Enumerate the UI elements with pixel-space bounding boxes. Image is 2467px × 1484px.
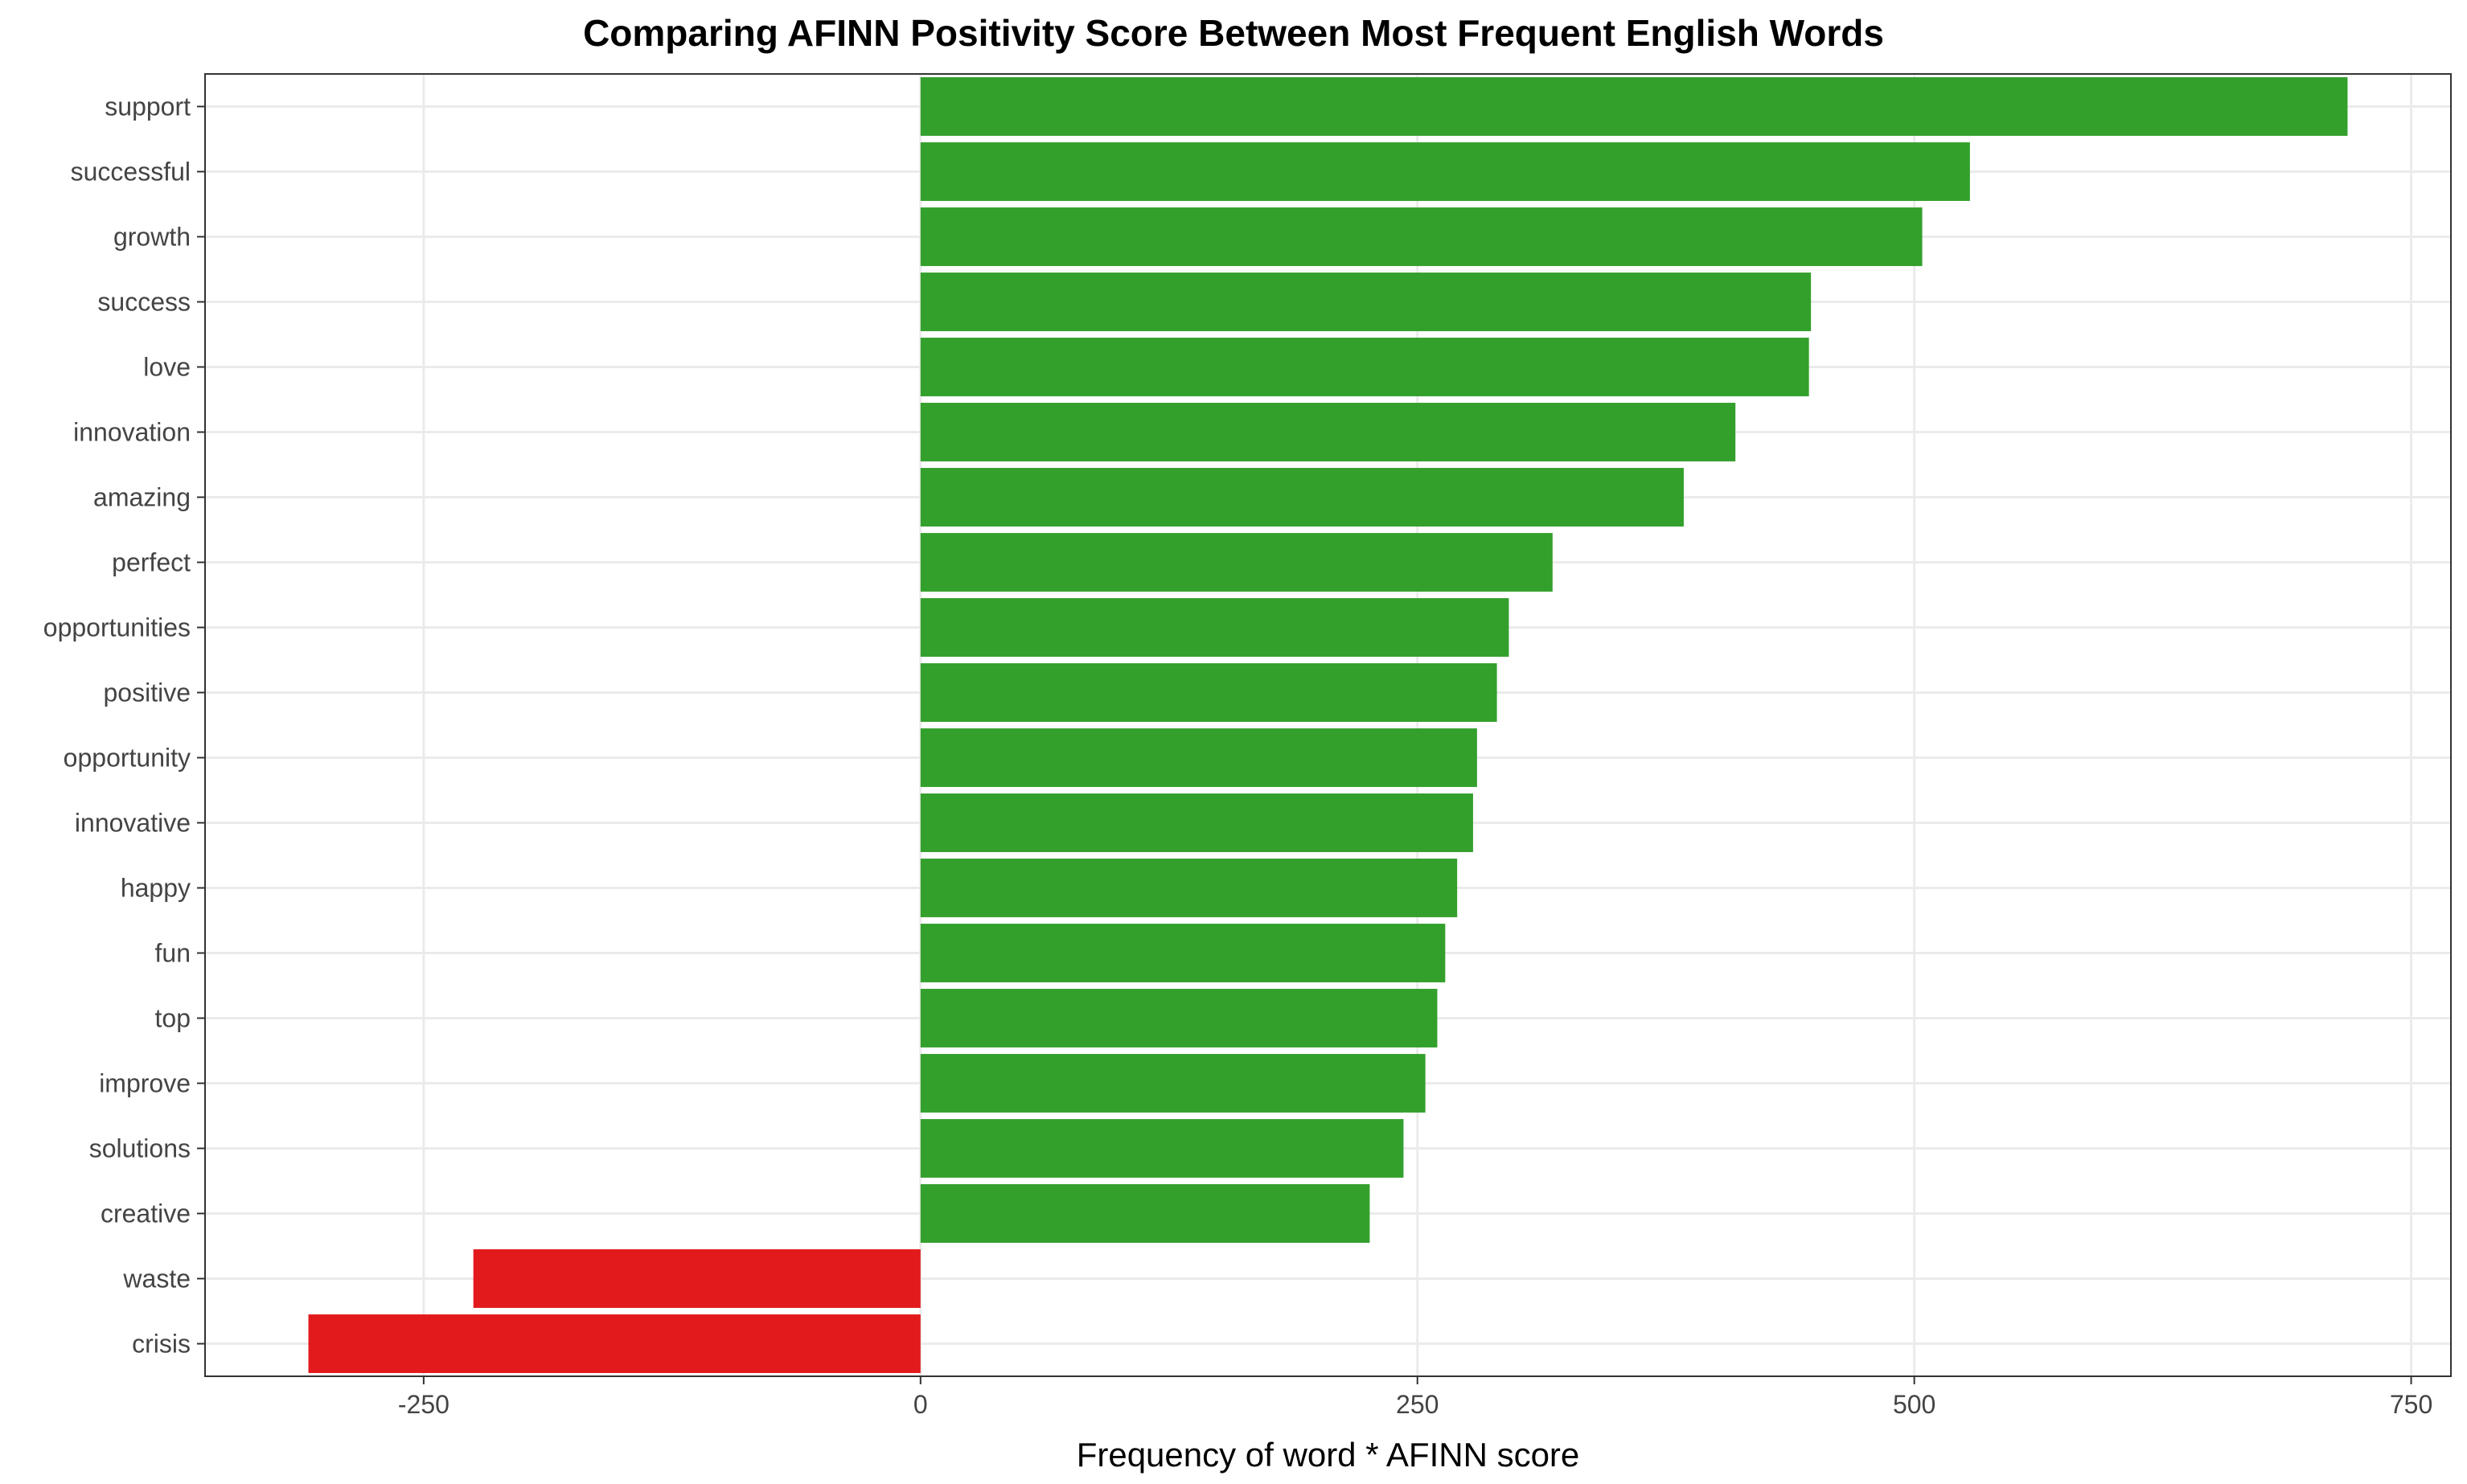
bar-improve (920, 1054, 1426, 1113)
y-tick-label: support (105, 92, 191, 121)
y-tick-label: opportunity (64, 744, 191, 773)
x-axis-title: Frequency of word * AFINN score (1077, 1436, 1580, 1474)
y-tick-label: success (97, 288, 191, 317)
bar-growth (920, 207, 1923, 266)
y-axis: support successful growth success love innova… (43, 92, 205, 1359)
bar-positive (920, 663, 1497, 722)
x-tick-label: 250 (1396, 1390, 1439, 1419)
y-tick-label: top (155, 1004, 191, 1033)
bars (308, 77, 2348, 1373)
y-tick-label: creative (101, 1199, 191, 1228)
y-tick-label: opportunities (43, 613, 191, 642)
x-tick-label: 0 (913, 1390, 928, 1419)
bar-perfect (920, 533, 1553, 592)
bar-innovation (920, 403, 1736, 461)
y-tick-label: happy (121, 874, 191, 903)
y-tick-label: positive (104, 678, 191, 707)
chart-title: Comparing AFINN Positivity Score Between… (583, 12, 1884, 54)
bar-opportunities (920, 598, 1509, 657)
x-tick-label: 500 (1893, 1390, 1935, 1419)
bar-waste (473, 1249, 921, 1308)
bar-successful (920, 142, 1970, 201)
y-tick-label: love (143, 353, 191, 382)
bar-opportunity (920, 728, 1477, 787)
y-tick-label: successful (71, 158, 191, 187)
y-tick-label: solutions (89, 1134, 191, 1163)
x-tick-label: 750 (2390, 1390, 2432, 1419)
bar-support (920, 77, 2348, 136)
y-tick-label: amazing (93, 483, 191, 512)
y-tick-label: perfect (112, 548, 191, 577)
bar-love (920, 338, 1809, 396)
bar-fun (920, 924, 1446, 982)
bar-amazing (920, 468, 1684, 527)
x-axis: -250 0 250 500 750 (398, 1376, 2432, 1419)
y-tick-label: innovative (75, 809, 191, 838)
grid-lines (205, 74, 2451, 1376)
y-tick-label: crisis (132, 1330, 191, 1359)
panel-border (204, 73, 2452, 1377)
y-tick-label: waste (122, 1265, 191, 1293)
bar-happy (920, 859, 1458, 917)
y-tick-label: improve (99, 1069, 191, 1098)
y-tick-label: growth (113, 223, 191, 252)
bar-solutions (920, 1119, 1404, 1178)
bar-creative (920, 1184, 1370, 1243)
y-tick-label: fun (155, 939, 191, 968)
bar-top (920, 989, 1438, 1047)
x-tick-label: -250 (398, 1390, 449, 1419)
bar-crisis (308, 1314, 921, 1373)
y-tick-label: innovation (73, 418, 191, 447)
bar-innovative (920, 793, 1473, 852)
bar-success (920, 273, 1812, 331)
